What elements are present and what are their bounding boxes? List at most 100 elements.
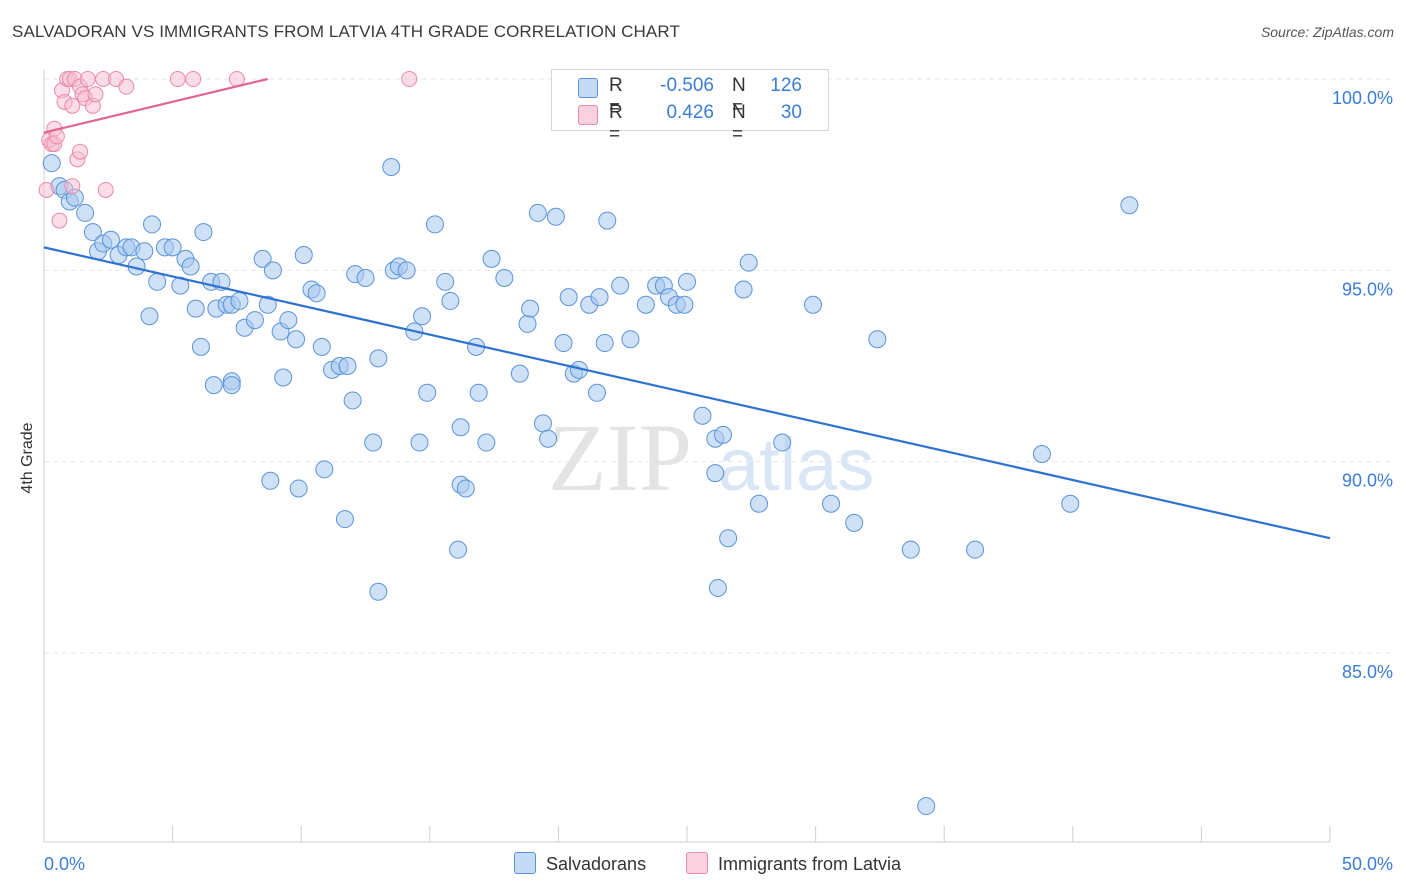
bottom-legend-label-salvadorans: Salvadorans xyxy=(546,854,647,874)
latvia-point xyxy=(169,71,186,87)
trend-lines xyxy=(43,77,1331,540)
salvadoran-point xyxy=(410,433,429,452)
legend-r-label: R = xyxy=(609,102,623,145)
salvadoran-point xyxy=(845,513,864,532)
salvadoran-point xyxy=(307,284,326,303)
chart-title: SALVADORAN VS IMMIGRANTS FROM LATVIA 4TH… xyxy=(12,22,680,41)
salvadoran-point xyxy=(369,349,388,368)
salvadoran-point xyxy=(539,429,558,448)
salvadoran-point xyxy=(750,494,769,513)
y-tick-label: 95.0% xyxy=(1342,279,1393,299)
legend-r-value: 0.426 xyxy=(666,102,714,123)
salvadoran-point xyxy=(482,249,501,268)
salvadoran-point xyxy=(356,268,375,287)
salvadoran-point xyxy=(678,272,696,291)
legend-n-label: N = xyxy=(732,102,746,145)
salvadoran-point xyxy=(469,383,488,402)
salvadoran-point xyxy=(135,242,154,261)
source-note: Source: ZipAtlas.com xyxy=(1260,24,1394,40)
salvadoran-point xyxy=(773,433,792,452)
watermark: ZIP atlas xyxy=(548,404,874,511)
salvadoran-point xyxy=(191,337,210,356)
gridlines xyxy=(44,78,1395,654)
correlation-legend: R = -0.506 N = 126 R = 0.426 N = 30 xyxy=(551,69,829,145)
salvadoran-point xyxy=(598,211,617,230)
salvadoran-point xyxy=(521,299,540,318)
salvadoran-point xyxy=(369,582,388,601)
salvadorans-points xyxy=(42,154,1139,816)
latvia-point xyxy=(64,178,81,195)
salvadoran-point xyxy=(204,376,223,395)
latvia-point xyxy=(38,181,55,198)
salvadoran-point xyxy=(611,276,630,295)
salvadoran-point xyxy=(675,295,694,314)
legend-r-label: R = xyxy=(609,75,623,118)
salvadoran-point xyxy=(230,291,249,310)
legend-r-value: -0.506 xyxy=(660,75,714,96)
salvadoran-point xyxy=(1120,196,1139,215)
latvia-point xyxy=(118,78,135,95)
salvadoran-point xyxy=(101,230,120,249)
bottom-legend-swatch-pink xyxy=(686,852,708,874)
salvadoran-point xyxy=(554,334,573,353)
x-tick-label-max: 50.0% xyxy=(1342,854,1393,874)
salvadoran-point xyxy=(719,529,738,548)
salvadoran-point xyxy=(804,295,823,314)
salvadoran-point xyxy=(708,578,727,597)
tick-labels: 85.0% 90.0% 95.0% 100.0% 0.0% 50.0% xyxy=(44,88,1393,874)
latvia-points xyxy=(38,71,418,229)
salvadoran-point xyxy=(901,540,920,559)
salvadoran-point xyxy=(441,291,460,310)
salvadoran-point xyxy=(706,464,725,483)
salvadoran-point xyxy=(148,272,167,291)
salvadorans-trend-line xyxy=(43,246,1331,540)
salvadoran-point xyxy=(194,223,213,242)
salvadoran-point xyxy=(436,272,455,291)
salvadoran-point xyxy=(397,261,416,280)
y-tick-label: 85.0% xyxy=(1342,662,1393,682)
salvadoran-point xyxy=(140,307,159,326)
salvadoran-point xyxy=(335,510,354,529)
latvia-point xyxy=(64,97,81,114)
salvadoran-point xyxy=(413,307,432,326)
salvadoran-point xyxy=(294,246,313,265)
watermark-atlas: atlas xyxy=(718,423,874,506)
salvadoran-point xyxy=(456,479,475,498)
salvadoran-point xyxy=(253,249,272,268)
bottom-legend-latvia: Immigrants from Latvia xyxy=(686,852,901,875)
axes xyxy=(43,70,1331,843)
salvadoran-point xyxy=(590,288,609,307)
latvia-point xyxy=(51,212,68,229)
salvadoran-point xyxy=(274,368,293,387)
legend-swatch-pink xyxy=(578,105,598,125)
salvadoran-point xyxy=(258,295,277,314)
salvadoran-point xyxy=(822,494,841,513)
salvadoran-point xyxy=(382,158,401,177)
salvadoran-point xyxy=(343,391,362,410)
salvadoran-point xyxy=(714,425,733,444)
y-tick-label: 100.0% xyxy=(1332,88,1393,108)
bottom-legend-label-latvia: Immigrants from Latvia xyxy=(718,854,902,874)
salvadoran-point xyxy=(449,540,468,559)
salvadoran-point xyxy=(245,311,264,330)
salvadoran-point xyxy=(287,330,306,349)
salvadoran-point xyxy=(621,330,640,349)
latvia-point xyxy=(401,71,418,87)
salvadoran-point xyxy=(739,253,758,272)
salvadoran-point xyxy=(528,203,547,222)
salvadoran-point xyxy=(418,383,437,402)
salvadoran-point xyxy=(559,288,578,307)
x-tick-label-min: 0.0% xyxy=(44,854,85,874)
salvadoran-point xyxy=(222,376,241,395)
salvadoran-point xyxy=(181,257,200,276)
salvadoran-point xyxy=(510,364,529,383)
salvadoran-point xyxy=(546,207,565,226)
salvadoran-point xyxy=(966,540,985,559)
salvadoran-point xyxy=(693,406,712,425)
legend-n-value: 30 xyxy=(780,102,802,123)
legend-swatch-blue xyxy=(578,78,598,98)
salvadoran-point xyxy=(1032,445,1051,464)
legend-n-label: N = xyxy=(732,75,746,118)
latvia-point xyxy=(72,143,89,160)
